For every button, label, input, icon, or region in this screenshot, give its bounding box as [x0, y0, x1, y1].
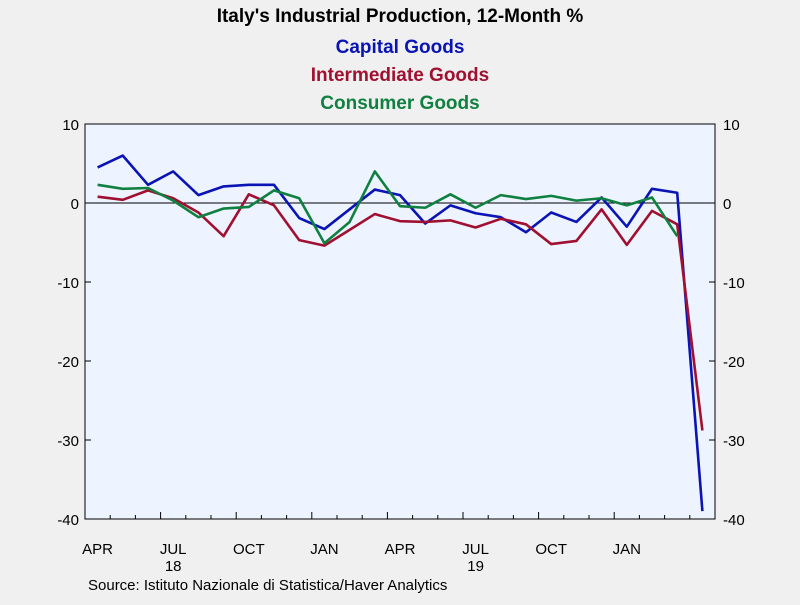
y-tick-label-left: -20 [57, 354, 79, 371]
x-year-label: 18 [165, 558, 182, 575]
y-tick-label-left: 10 [62, 117, 79, 134]
series-line-consumer-goods [97, 170, 679, 245]
y-tick-label-left: -40 [57, 512, 79, 529]
y-tick-label-right: 0 [723, 196, 731, 213]
x-tick-label: JAN [613, 541, 641, 558]
series-lines [97, 154, 704, 512]
x-tick-label: JAN [310, 541, 338, 558]
x-tick-label: APR [82, 541, 113, 558]
y-tick-label-right: -30 [723, 433, 745, 450]
chart-title: Italy's Industrial Production, 12-Month … [217, 6, 584, 27]
y-tick-label-right: -40 [723, 512, 745, 529]
x-tick-label: JUL [160, 541, 187, 558]
y-tick-label-left: -30 [57, 433, 79, 450]
x-year-label: 19 [467, 558, 484, 575]
x-tick-label: OCT [233, 541, 265, 558]
y-tick-label-left: -10 [57, 275, 79, 292]
y-tick-label-right: 10 [723, 117, 740, 134]
legend-intermediate-goods: Intermediate Goods [311, 65, 489, 86]
x-tick-label: JUL [462, 541, 489, 558]
plot-area [84, 123, 716, 520]
y-tick-label-right: -20 [723, 354, 745, 371]
y-tick-label-left: 0 [71, 196, 79, 213]
legend-consumer-goods: Consumer Goods [320, 93, 479, 114]
x-tick-label: APR [385, 541, 416, 558]
y-tick-label-right: -10 [723, 275, 745, 292]
source-note: Source: Istituto Nazionale di Statistica… [88, 577, 447, 594]
series-line-intermediate-goods [97, 189, 704, 431]
legend-capital-goods: Capital Goods [336, 37, 465, 58]
x-tick-label: OCT [535, 541, 567, 558]
